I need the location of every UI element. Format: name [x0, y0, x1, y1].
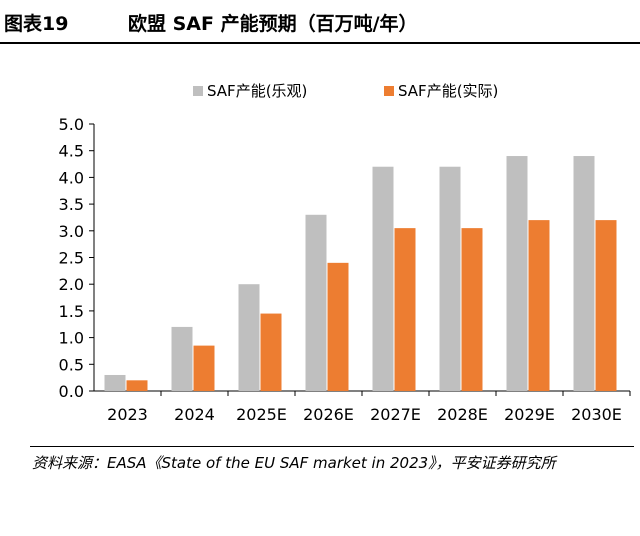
y-tick-label: 4.0	[59, 168, 84, 187]
y-tick-label: 3.0	[59, 222, 84, 241]
x-tick-label: 2030E	[571, 405, 622, 424]
y-tick-label: 3.5	[59, 195, 84, 214]
bar-optimistic	[506, 156, 528, 391]
bar-actual	[461, 228, 483, 391]
bar-actual	[327, 262, 349, 391]
source-note: 资料来源：EASA《State of the EU SAF market in …	[32, 454, 556, 472]
bar-optimistic	[305, 214, 327, 391]
y-tick-label: 4.5	[59, 142, 84, 161]
legend-label: SAF产能(乐观)	[207, 82, 307, 100]
bar-actual	[126, 380, 148, 391]
bar-optimistic	[573, 156, 595, 391]
y-tick-label: 0.5	[59, 355, 84, 374]
y-tick-label: 2.0	[59, 275, 84, 294]
x-tick-label: 2025E	[236, 405, 287, 424]
bar-optimistic	[439, 166, 461, 391]
x-tick-label: 2023	[107, 405, 148, 424]
bar-optimistic	[238, 284, 260, 391]
bar-optimistic	[171, 326, 193, 391]
bar-chart: 0.0 0.5 1.0 1.5 2.0 2.5 3.0 3.5 4.0 4.5 5.0 2023 202…	[59, 82, 631, 424]
y-tick-label: 0.0	[59, 382, 84, 401]
source-divider	[30, 446, 634, 447]
legend-swatch	[193, 86, 203, 96]
chart-title: 欧盟 SAF 产能预期（百万吨/年）	[128, 13, 418, 35]
y-tick-label: 1.0	[59, 329, 84, 348]
figure-number: 图表19	[4, 13, 69, 35]
legend-label: SAF产能(实际)	[398, 82, 498, 100]
x-tick-label: 2024	[174, 405, 215, 424]
x-tick-label: 2028E	[437, 405, 488, 424]
x-tick-label: 2026E	[303, 405, 354, 424]
bar-actual	[528, 220, 550, 391]
bar-actual	[260, 313, 282, 391]
y-tick-label: 5.0	[59, 115, 84, 134]
x-tick-label: 2027E	[370, 405, 421, 424]
y-tick-label: 2.5	[59, 249, 84, 268]
bar-optimistic	[104, 374, 126, 391]
y-tick-label: 1.5	[59, 302, 84, 321]
bar-actual	[394, 228, 416, 391]
bar-optimistic	[372, 166, 394, 391]
figure-header: 图表19 欧盟 SAF 产能预期（百万吨/年）	[0, 0, 640, 44]
legend-swatch	[384, 86, 394, 96]
bar-actual	[595, 220, 617, 391]
bar-actual	[193, 345, 215, 391]
x-tick-label: 2029E	[504, 405, 555, 424]
